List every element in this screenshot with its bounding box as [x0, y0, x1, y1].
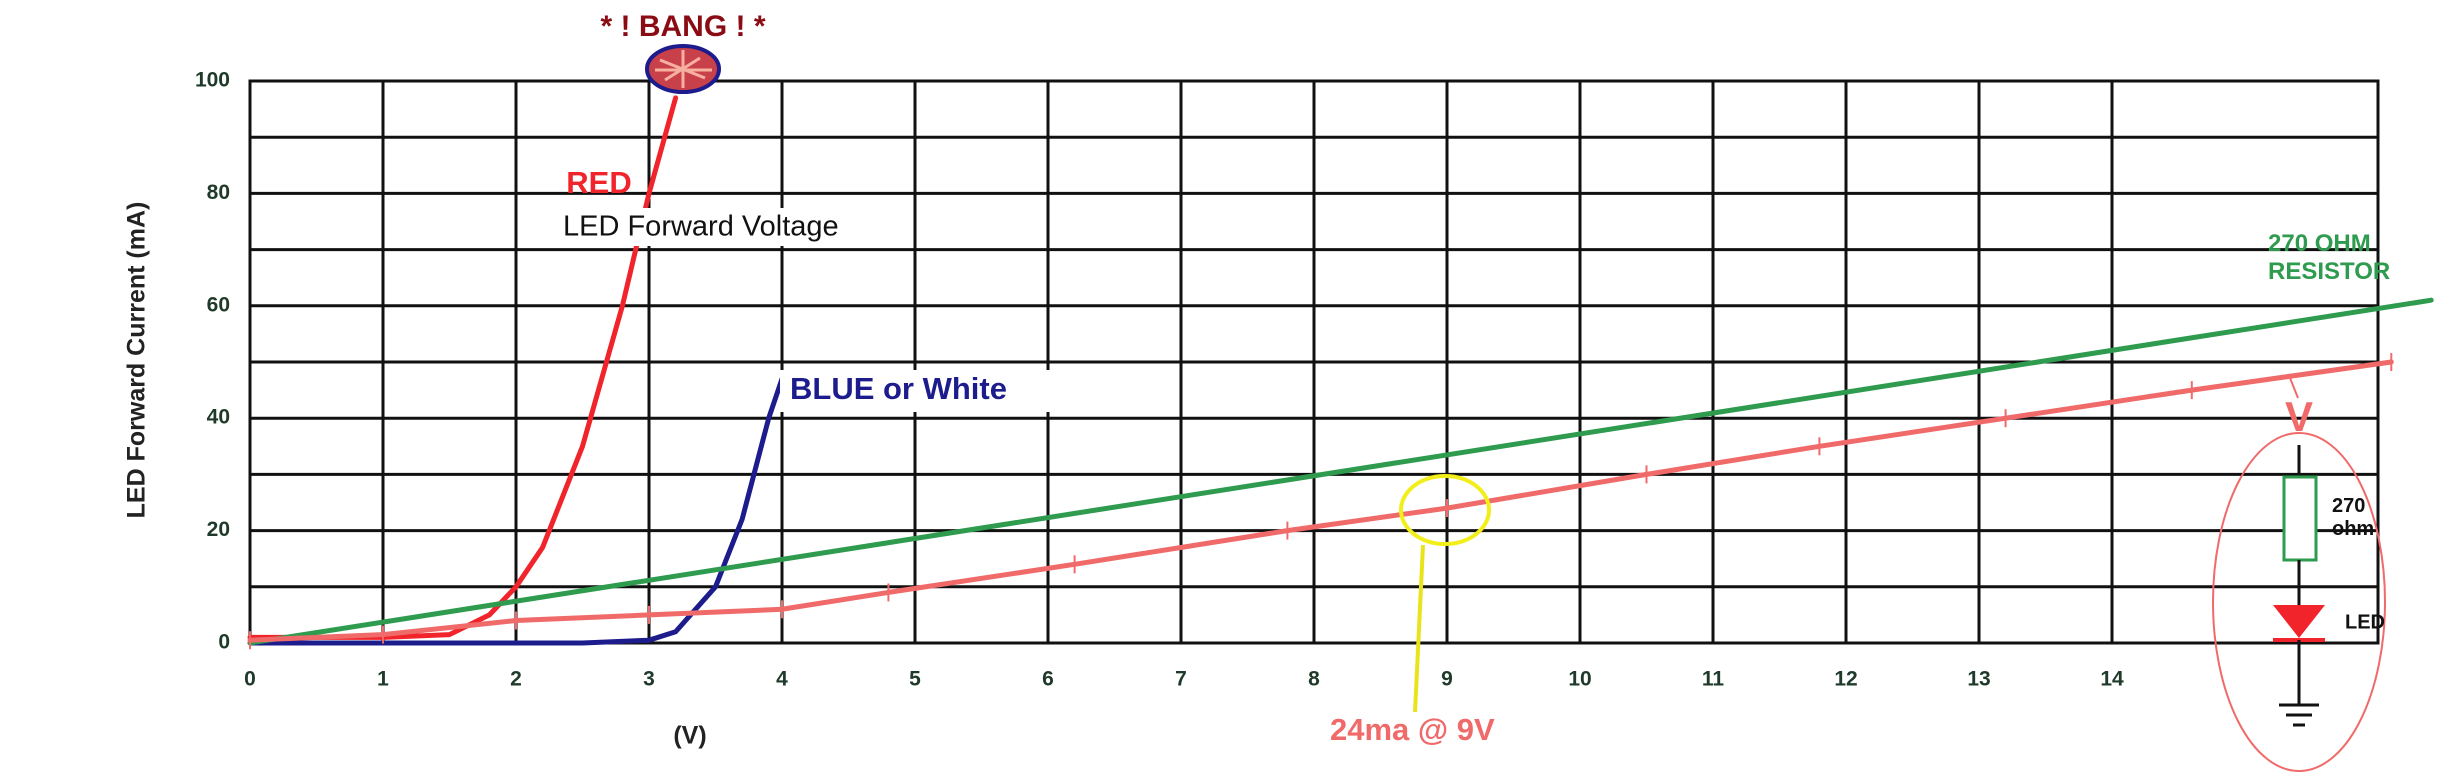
forward-voltage-label: LED Forward Voltage: [563, 211, 839, 243]
x-tick-label: 14: [2100, 668, 2124, 691]
x-tick-label: 10: [1568, 668, 1591, 691]
resistor-label: 270 ohm: [2332, 495, 2375, 540]
pointer-line: [1413, 544, 1425, 713]
series-line: [247, 297, 2434, 646]
led-label: LED: [2345, 611, 2385, 633]
x-tick-label: 11: [1702, 668, 1725, 691]
y-tick-label: 20: [207, 518, 230, 541]
x-tick-label: 1: [377, 668, 389, 691]
led-symbol: [2273, 605, 2325, 638]
highlight-circle: [1399, 474, 1491, 546]
x-tick-label: 4: [776, 668, 788, 691]
y-tick-label: 80: [207, 181, 230, 204]
bang-label: * ! BANG ! *: [601, 10, 766, 43]
blue-label: BLUE or White: [790, 371, 1007, 406]
red-label: RED: [566, 165, 631, 200]
y-tick-label: 40: [207, 406, 230, 429]
arrow: [2289, 377, 2299, 399]
series-line: [247, 376, 785, 646]
label-bg: [780, 370, 1050, 412]
x-tick-label: 7: [1175, 668, 1187, 691]
x-tick-label: 0: [244, 668, 256, 691]
y-tick-label: 0: [218, 631, 230, 654]
label-bg: [558, 208, 913, 246]
y-tick-label: 60: [207, 293, 230, 316]
x-tick-label: 12: [1834, 668, 1857, 691]
x-tick-label: 8: [1308, 668, 1320, 691]
x-tick-label: 2: [510, 668, 522, 691]
series-line: [247, 95, 679, 640]
resistor: [2282, 475, 2318, 562]
x-tick-label: 5: [909, 668, 921, 691]
x-tick-label: 6: [1042, 668, 1054, 691]
bang-spikes: [655, 50, 712, 88]
x-tick-label: 3: [643, 668, 655, 691]
x-axis-label: (V): [673, 722, 706, 750]
series-line: [247, 359, 2394, 643]
point-label: 24ma @ 9V: [1330, 712, 1495, 747]
x-tick-label: 13: [1967, 668, 1990, 691]
y-tick-label: 100: [195, 69, 230, 92]
resistor-series-label: 270 OHM RESISTOR: [2268, 230, 2391, 285]
x-tick-label: 9: [1441, 668, 1453, 691]
circuit-ring: [2212, 432, 2386, 772]
y-axis-label: LED Forward Current (mA): [123, 202, 151, 519]
